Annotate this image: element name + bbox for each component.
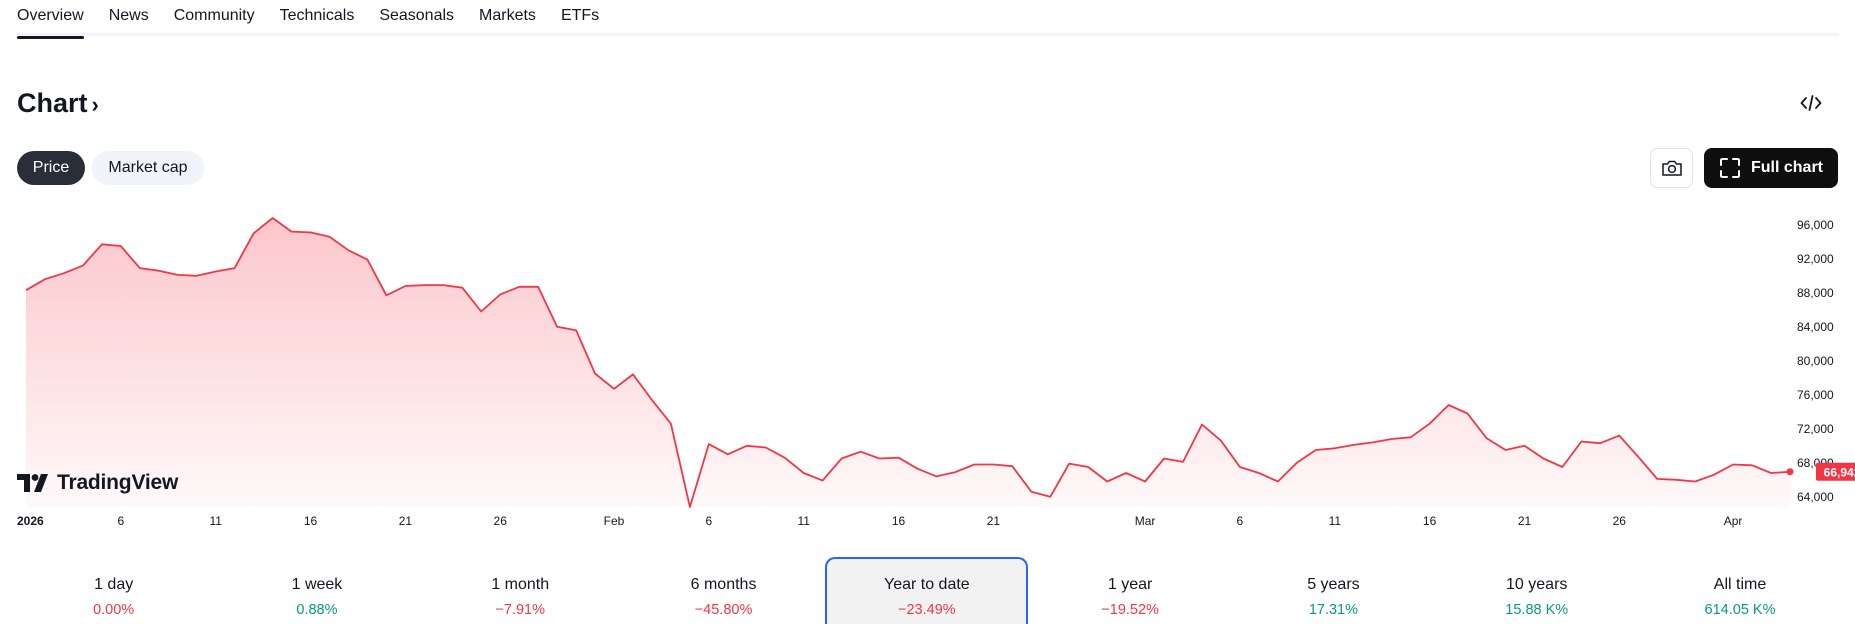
- code-embed-icon: [1800, 95, 1822, 111]
- period-1-month-button[interactable]: 1 month −7.91%: [419, 557, 622, 624]
- y-axis-tick-label: 72,000: [1797, 422, 1834, 436]
- price-series-line: [25, 217, 1791, 508]
- embed-code-button[interactable]: [1796, 90, 1826, 116]
- last-price-point: [1786, 468, 1794, 476]
- x-axis-tick-label: 6: [117, 514, 124, 528]
- period-change-value: 17.31%: [1308, 602, 1359, 618]
- period-1-year-button[interactable]: 1 year −19.52%: [1028, 557, 1231, 624]
- period-change-value: 0.88%: [296, 602, 338, 618]
- tab-news[interactable]: News: [108, 7, 149, 24]
- y-axis-tick-label: 80,000: [1797, 354, 1834, 368]
- period-label: 10 years: [1506, 576, 1568, 593]
- x-axis-tick-label: 21: [987, 514, 1001, 528]
- period-year-to-date-button[interactable]: Year to date −23.49%: [825, 557, 1029, 624]
- period-label: All time: [1713, 576, 1767, 593]
- full-chart-label: Full chart: [1750, 159, 1823, 176]
- period-10-years-button[interactable]: 10 years 15.88 K%: [1435, 557, 1638, 624]
- period-change-value: −45.80%: [694, 602, 753, 618]
- period-label: 1 week: [291, 576, 343, 593]
- y-axis-tick-label: 88,000: [1797, 286, 1834, 300]
- period-1-week-button[interactable]: 1 week 0.88%: [215, 557, 418, 624]
- last-price-value: 66,942: [1824, 465, 1855, 479]
- x-axis-tick-label: Feb: [604, 514, 625, 528]
- period-change-value: −23.49%: [898, 602, 956, 618]
- period-6-months-button[interactable]: 6 months −45.80%: [622, 557, 825, 624]
- x-axis-tick-label: Mar: [1135, 514, 1156, 528]
- tradingview-logo-icon: [17, 474, 48, 492]
- x-axis-tick-label: 26: [1613, 514, 1627, 528]
- period-5-years-button[interactable]: 5 years 17.31%: [1232, 557, 1435, 624]
- x-axis-tick-label: 21: [1518, 514, 1532, 528]
- tab-etfs[interactable]: ETFs: [560, 7, 600, 24]
- price-chart[interactable]: 96,000 92,000 88,000 84,000 80,000 76,000 72,0…: [0, 200, 1855, 540]
- x-axis-tick-label: 11: [797, 514, 810, 528]
- period-label: Year to date: [883, 576, 970, 593]
- y-axis-tick-label: 92,000: [1797, 252, 1834, 266]
- period-change-value: 0.00%: [93, 602, 135, 618]
- tab-technicals[interactable]: Technicals: [279, 7, 355, 24]
- tradingview-logo-text: TradingView: [57, 471, 179, 494]
- x-axis-tick-label: 26: [494, 514, 508, 528]
- period-change-value: −7.91%: [495, 602, 546, 618]
- period-1-day-button[interactable]: 1 day 0.00%: [12, 557, 215, 624]
- tab-community[interactable]: Community: [173, 7, 255, 24]
- x-axis-tick-label: Apr: [1724, 514, 1743, 528]
- y-axis-tick-label: 84,000: [1797, 320, 1834, 334]
- period-label: 1 year: [1107, 576, 1153, 593]
- period-performance-bar: 1 day 0.00% 1 week 0.88% 1 month −7.91% 6 mont…: [12, 557, 1842, 624]
- camera-icon: [1661, 160, 1682, 176]
- x-axis-tick-label: 11: [209, 514, 222, 528]
- section-title: Chart: [17, 88, 88, 118]
- symbol-tabs: Overview News Community Technicals Seaso…: [17, 0, 1839, 39]
- x-axis-tick-label: 16: [1423, 514, 1437, 528]
- y-axis-tick-label: 76,000: [1797, 388, 1834, 402]
- y-axis-tick-label: 64,000: [1797, 490, 1834, 504]
- x-axis-tick-label: 16: [892, 514, 906, 528]
- x-axis-tick-label: 6: [1237, 514, 1244, 528]
- period-change-value: 15.88 K%: [1505, 602, 1569, 618]
- tab-overview[interactable]: Overview: [17, 0, 84, 39]
- chevron-right-icon: ›: [91, 91, 99, 117]
- period-label: 6 months: [690, 576, 757, 593]
- x-axis-tick-label: 16: [304, 514, 318, 528]
- x-axis-tick-label: 11: [1329, 514, 1342, 528]
- tab-seasonals[interactable]: Seasonals: [379, 7, 455, 24]
- x-axis-tick-label: 21: [399, 514, 413, 528]
- last-price-badge: 66,942: [1816, 462, 1855, 481]
- period-label: 1 day: [94, 576, 134, 593]
- market-cap-toggle[interactable]: Market cap: [92, 151, 204, 185]
- x-axis-tick-label: 6: [705, 514, 712, 528]
- period-change-value: −19.52%: [1101, 602, 1159, 618]
- chart-section-link[interactable]: Chart ›: [17, 88, 99, 119]
- y-axis-tick-label: 96,000: [1797, 218, 1834, 232]
- tradingview-logo: TradingView: [17, 471, 178, 495]
- price-area-fill: [26, 218, 1790, 507]
- period-label: 1 month: [491, 576, 550, 593]
- snapshot-button[interactable]: [1650, 148, 1693, 188]
- fullscreen-icon: [1719, 158, 1740, 178]
- period-all-time-button[interactable]: All time 614.05 K%: [1638, 557, 1841, 624]
- full-chart-button[interactable]: Full chart: [1704, 148, 1838, 188]
- period-label: 5 years: [1307, 576, 1360, 593]
- tab-markets[interactable]: Markets: [479, 7, 536, 24]
- x-axis-tick-label: 2026: [17, 514, 44, 528]
- period-change-value: 614.05 K%: [1704, 602, 1776, 618]
- price-toggle[interactable]: Price: [17, 151, 85, 185]
